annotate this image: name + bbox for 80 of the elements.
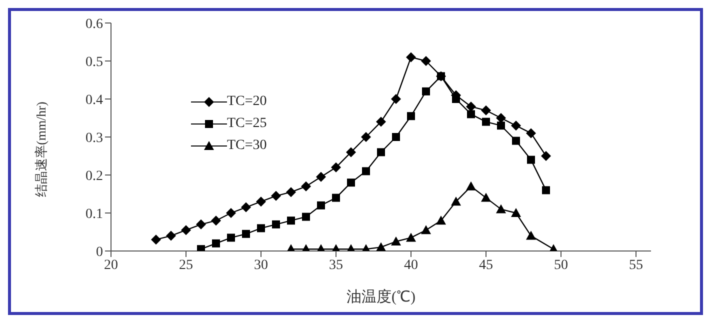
- point: [527, 156, 535, 164]
- picture-frame: TC=20 TC=25 TC=30 20 25 30 35 40 45 50 55 油温度(℃) 0 0.1 0.2 0.3 0.4 0.5 0.6 结晶速率(mm/hr): [8, 8, 703, 315]
- point: [301, 181, 311, 192]
- point: [211, 216, 221, 226]
- x-tick-label: 55: [629, 258, 643, 273]
- point: [347, 178, 355, 187]
- point: [391, 236, 401, 246]
- point: [496, 113, 506, 123]
- point: [466, 102, 476, 112]
- point: [181, 225, 191, 236]
- point: [452, 95, 460, 103]
- point: [227, 234, 235, 242]
- point: [286, 187, 296, 198]
- x-axis-title: 油温度(℃): [346, 288, 416, 306]
- point: [497, 122, 505, 130]
- point: [391, 94, 401, 104]
- point: [332, 194, 340, 202]
- y-tick-label: 0.1: [86, 206, 103, 222]
- point: [542, 186, 550, 194]
- point: [467, 110, 475, 118]
- y-axis-title: 结晶速率(mm/hr): [34, 102, 49, 197]
- point: [316, 172, 326, 182]
- legend-label: TC=20: [227, 94, 267, 110]
- point: [512, 136, 520, 145]
- point: [257, 224, 265, 232]
- point: [407, 112, 415, 120]
- y-tick-label: 0.4: [86, 92, 103, 108]
- point: [271, 190, 281, 201]
- point: [511, 208, 521, 217]
- point: [481, 105, 491, 116]
- point: [526, 128, 536, 138]
- point: [317, 201, 325, 210]
- y-tick-label: 0: [96, 244, 103, 260]
- point: [466, 181, 476, 190]
- x-tick-label: 20: [104, 258, 118, 273]
- x-tick-label: 25: [179, 258, 193, 273]
- y-tick-label: 0.6: [86, 16, 103, 32]
- point: [496, 204, 506, 214]
- point: [151, 234, 161, 245]
- point: [166, 230, 176, 241]
- point: [437, 72, 445, 80]
- point: [302, 212, 310, 221]
- point: [256, 196, 266, 207]
- legend-label: TC=25: [227, 116, 267, 132]
- point: [212, 239, 220, 248]
- point: [451, 196, 461, 206]
- legend-label: TC=30: [227, 138, 267, 154]
- point: [421, 56, 431, 66]
- y-tick-label: 0.2: [86, 168, 103, 184]
- point: [241, 202, 251, 212]
- point: [196, 219, 206, 230]
- point: [406, 52, 416, 62]
- point: [272, 220, 280, 228]
- point: [377, 148, 385, 156]
- point: [482, 118, 490, 126]
- point: [331, 162, 341, 172]
- point: [226, 208, 236, 218]
- point: [406, 232, 416, 242]
- point: [346, 147, 356, 158]
- y-tick-label: 0.3: [86, 130, 103, 146]
- x-tick-label: 35: [329, 258, 343, 273]
- point: [392, 133, 400, 141]
- point: [422, 87, 430, 96]
- point: [362, 167, 370, 176]
- x-tick-label: 40: [404, 258, 418, 273]
- point: [287, 216, 295, 225]
- point: [526, 230, 536, 240]
- point: [242, 230, 250, 238]
- point: [436, 216, 446, 225]
- point: [361, 132, 371, 142]
- point: [481, 192, 491, 202]
- x-tick-label: 50: [554, 258, 568, 273]
- point: [541, 151, 551, 161]
- point: [376, 242, 386, 251]
- point: [376, 116, 386, 127]
- point: [421, 225, 431, 234]
- y-tick-label: 0.5: [86, 54, 103, 70]
- x-tick-label: 45: [479, 258, 493, 273]
- x-tick-label: 30: [254, 258, 268, 273]
- point: [511, 120, 521, 131]
